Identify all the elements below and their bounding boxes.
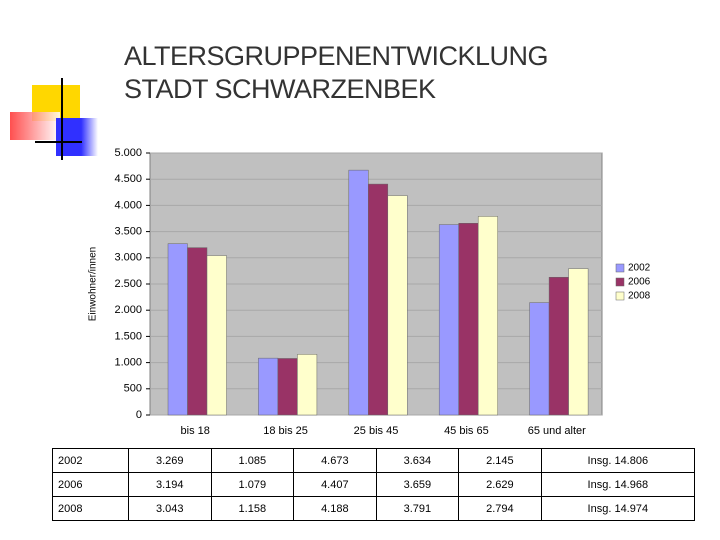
bar — [277, 358, 298, 416]
bar — [348, 169, 369, 416]
y-tick-label: 3.000 — [114, 252, 142, 264]
y-tick-label: 3.500 — [114, 226, 142, 238]
table-cell: Insg. 14.806 — [540, 448, 696, 473]
legend-swatch — [615, 263, 625, 273]
legend-swatch — [615, 291, 625, 301]
y-tick-label: 500 — [124, 383, 142, 395]
y-tick-label: 4.000 — [114, 199, 142, 211]
table-cell: 4.407 — [293, 472, 377, 497]
y-tick-label: 5.000 — [114, 147, 142, 159]
bar — [258, 357, 279, 416]
table-cell: Insg. 14.968 — [540, 472, 696, 497]
table-cell: 1.158 — [210, 496, 295, 521]
table-cell: 1.079 — [210, 472, 295, 497]
table-cell: 2002 — [52, 448, 129, 473]
y-tick-label: 4.500 — [114, 173, 142, 185]
x-tick-label: 45 bis 65 — [444, 425, 489, 437]
table-cell: Insg. 14.974 — [540, 496, 696, 521]
data-table: 2002 3.269 1.085 4.673 3.634 2.145 Insg. 14.80… — [52, 448, 696, 521]
y-tick-label: 0 — [136, 409, 142, 421]
y-tick-label: 2.500 — [114, 278, 142, 290]
x-tick-label: bis 18 — [181, 425, 210, 437]
bar — [206, 255, 227, 416]
y-tick-label: 1.000 — [114, 357, 142, 369]
legend-label: 2006 — [628, 277, 651, 288]
table-cell: 3.194 — [128, 472, 212, 497]
bar — [167, 243, 188, 416]
bar — [187, 247, 208, 416]
bar — [548, 276, 569, 416]
bar — [297, 354, 318, 416]
table-cell: 4.673 — [293, 448, 377, 473]
bar — [458, 223, 479, 416]
table-cell: 2.794 — [458, 496, 542, 521]
y-tick-label: 2.000 — [114, 304, 142, 316]
bar — [368, 183, 389, 416]
table-cell: 2.145 — [458, 448, 542, 473]
x-tick-label: 25 bis 45 — [354, 425, 399, 437]
bar — [568, 268, 589, 416]
legend-label: 2008 — [628, 291, 651, 302]
bar — [477, 216, 498, 416]
table-cell: 3.634 — [375, 448, 460, 473]
table-cell: 3.269 — [128, 448, 212, 473]
table-cell: 3.791 — [375, 496, 460, 521]
deco-red — [10, 112, 60, 140]
y-tick-label: 1.500 — [114, 330, 142, 342]
legend-label: 2002 — [628, 263, 651, 274]
table-cell: 1.085 — [210, 448, 295, 473]
table-row: 2006 3.194 1.079 4.407 3.659 2.629 Insg. 14.96… — [52, 472, 696, 497]
table-cell: 3.659 — [375, 472, 460, 497]
table-row: 2008 3.043 1.158 4.188 3.791 2.794 Insg. 14.97… — [52, 496, 696, 521]
x-tick-label: 18 bis 25 — [263, 425, 308, 437]
bar — [438, 224, 459, 416]
y-axis-label: Einwohner/innen — [88, 247, 99, 322]
legend-swatch — [615, 277, 625, 287]
table-cell: 4.188 — [293, 496, 377, 521]
bar — [529, 302, 550, 416]
table-cell: 3.043 — [128, 496, 212, 521]
x-tick-label: 65 und alter — [528, 425, 586, 437]
table-row: 2002 3.269 1.085 4.673 3.634 2.145 Insg. 14.80… — [52, 448, 696, 473]
table-cell: 2006 — [52, 472, 129, 497]
table-cell: 2008 — [52, 496, 129, 521]
table-cell: 2.629 — [458, 472, 542, 497]
bar — [387, 195, 408, 416]
slide-title: ALTERSGRUPPENENTWICKLUNG STADT SCHWARZEN… — [124, 41, 549, 104]
